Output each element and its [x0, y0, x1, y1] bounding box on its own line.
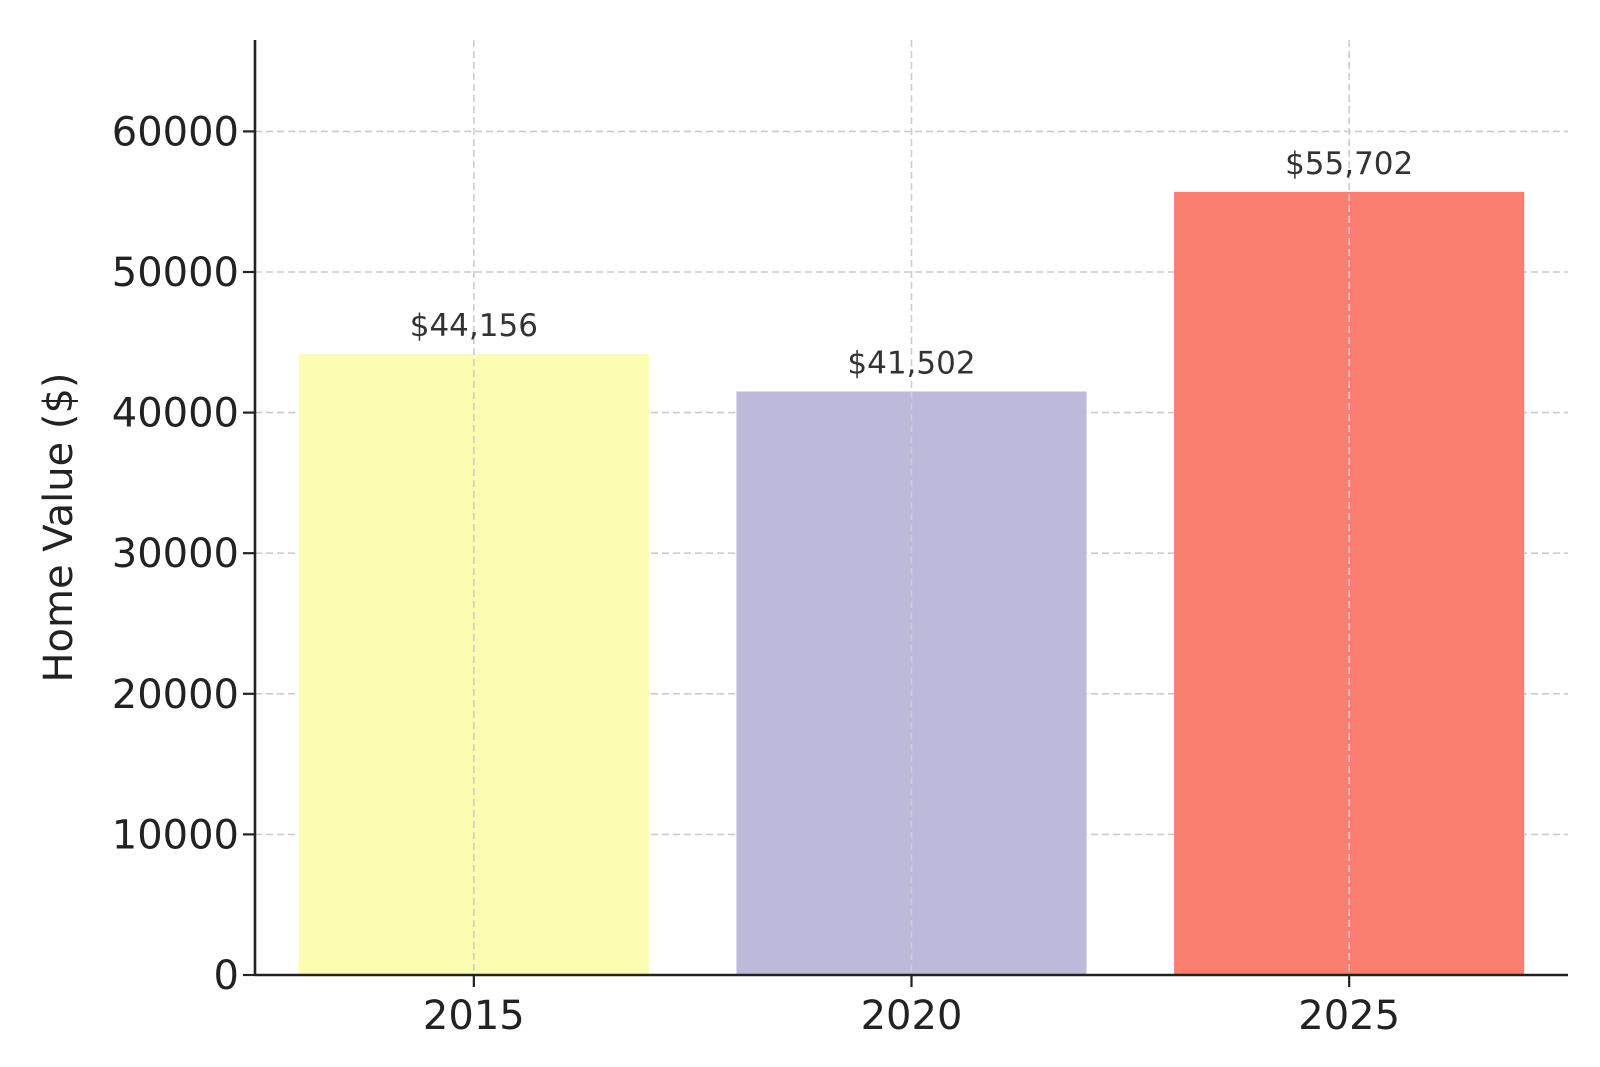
x-tick-label: 2025 — [1298, 993, 1400, 1039]
y-tick-label: 10000 — [112, 812, 239, 858]
y-tick-label: 20000 — [112, 672, 239, 718]
data-label: $55,702 — [1285, 146, 1413, 182]
x-tick-label: 2015 — [423, 993, 525, 1039]
y-tick-label: 60000 — [112, 109, 239, 155]
x-gridlines-front — [473, 40, 1350, 975]
y-tick-label: 50000 — [112, 250, 239, 296]
y-tick-label: 0 — [214, 953, 239, 999]
x-ticks: 2015 2020 2025 — [423, 975, 1400, 1039]
data-labels: $44,156 $41,502 $55,702 — [410, 146, 1414, 382]
x-tick-label: 2020 — [861, 993, 963, 1039]
y-tick-label: 40000 — [112, 391, 239, 437]
data-label: $41,502 — [847, 345, 975, 381]
y-axis-title: Home Value ($) — [36, 372, 82, 682]
y-ticks: 0 10000 20000 30000 40000 50000 60000 — [112, 109, 255, 999]
data-label: $44,156 — [410, 308, 538, 344]
y-tick-label: 30000 — [112, 531, 239, 577]
